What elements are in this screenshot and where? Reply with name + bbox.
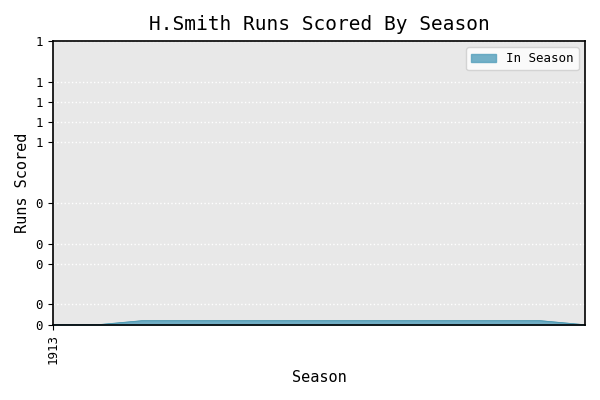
X-axis label: Season: Season bbox=[292, 370, 346, 385]
Title: H.Smith Runs Scored By Season: H.Smith Runs Scored By Season bbox=[149, 15, 489, 34]
Legend: In Season: In Season bbox=[466, 47, 579, 70]
Y-axis label: Runs Scored: Runs Scored bbox=[15, 133, 30, 233]
